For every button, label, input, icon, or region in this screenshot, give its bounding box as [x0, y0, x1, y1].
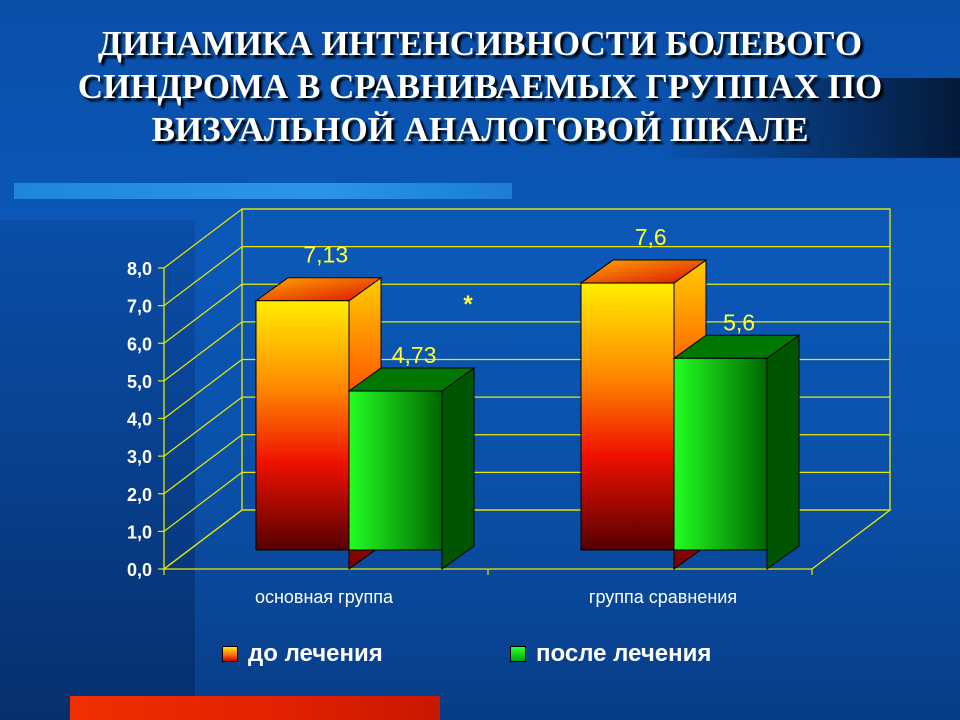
title-line-1: ДИНАМИКА ИНТЕНСИВНОСТИ БОЛЕВОГО	[97, 24, 863, 63]
x-category-label-1: основная группа	[255, 587, 394, 607]
data-label-after-1: 4,73	[392, 342, 437, 368]
y-tick-label: 7,0	[127, 297, 152, 317]
decorative-stripe-bottom	[70, 696, 440, 720]
y-tick-label: 5,0	[127, 372, 152, 392]
bar-before-1	[255, 300, 350, 551]
significance-marker: *	[463, 291, 473, 318]
bar-before-2	[580, 282, 675, 551]
bar-after-2-side	[766, 334, 800, 570]
y-tick-label: 2,0	[127, 485, 152, 505]
data-label-after-2: 5,6	[723, 309, 755, 335]
x-category-label-2: группа сравнения	[589, 587, 737, 607]
data-label-before-1: 7,13	[303, 242, 348, 268]
title-line-2: СИНДРОМА В СРАВНИВАЕМЫХ ГРУППАХ ПО	[77, 67, 883, 106]
slide-title: ДИНАМИКА ИНТЕНСИВНОСТИ БОЛЕВОГО СИНДРОМА…	[40, 22, 920, 151]
y-tick-label: 4,0	[127, 410, 152, 430]
legend-item-before: до лечения	[222, 640, 383, 668]
bar-after-1	[348, 390, 443, 551]
background-left-panel	[0, 220, 195, 720]
y-tick-label: 3,0	[127, 447, 152, 467]
y-tick-label: 1,0	[127, 522, 152, 542]
gridline	[163, 246, 890, 307]
decorative-stripe-top	[14, 183, 512, 199]
y-tick-label: 8,0	[127, 259, 152, 279]
y-tick-label: 0,0	[127, 560, 152, 580]
bar-after-2	[673, 357, 768, 551]
data-label-before-2: 7,6	[635, 224, 667, 250]
background-top-band	[660, 78, 960, 158]
legend-swatch-before	[222, 646, 238, 662]
y-tick-label: 6,0	[127, 334, 152, 354]
title-line-3: ВИЗУАЛЬНОЙ АНАЛОГОВОЙ ШКАЛЕ	[151, 110, 809, 149]
gridline	[163, 208, 890, 269]
bar-after-1-side	[441, 367, 475, 570]
legend-label-before: до лечения	[248, 640, 383, 667]
legend-item-after: после лечения	[510, 640, 711, 668]
legend-swatch-after	[510, 646, 526, 662]
legend-label-after: после лечения	[536, 640, 712, 667]
